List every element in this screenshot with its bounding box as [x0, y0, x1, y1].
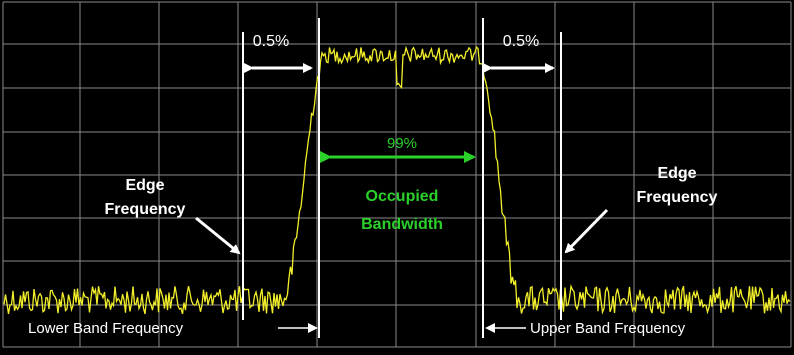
- occupied-label-line2: Bandwidth: [361, 216, 443, 233]
- left-edge-label-line2: Frequency: [105, 201, 186, 218]
- spectrum-trace: [3, 45, 791, 315]
- right-edge-label-line1: Edge: [657, 165, 696, 182]
- occupied-label-line1: Occupied: [366, 188, 439, 205]
- right-edge-label-line2: Frequency: [637, 189, 718, 206]
- left-edge-label-line1: Edge: [125, 177, 164, 194]
- right-half-percent-label: 0.5%: [503, 33, 539, 50]
- left-edge-pointer-arrow: [195, 216, 241, 255]
- left-half-percent-label: 0.5%: [253, 33, 289, 50]
- upper-band-label: Upper Band Frequency: [530, 320, 686, 337]
- right-edge-pointer-arrow: [564, 208, 609, 254]
- occupied-percent-label: 99%: [387, 135, 417, 152]
- lower-band-label: Lower Band Frequency: [28, 320, 184, 337]
